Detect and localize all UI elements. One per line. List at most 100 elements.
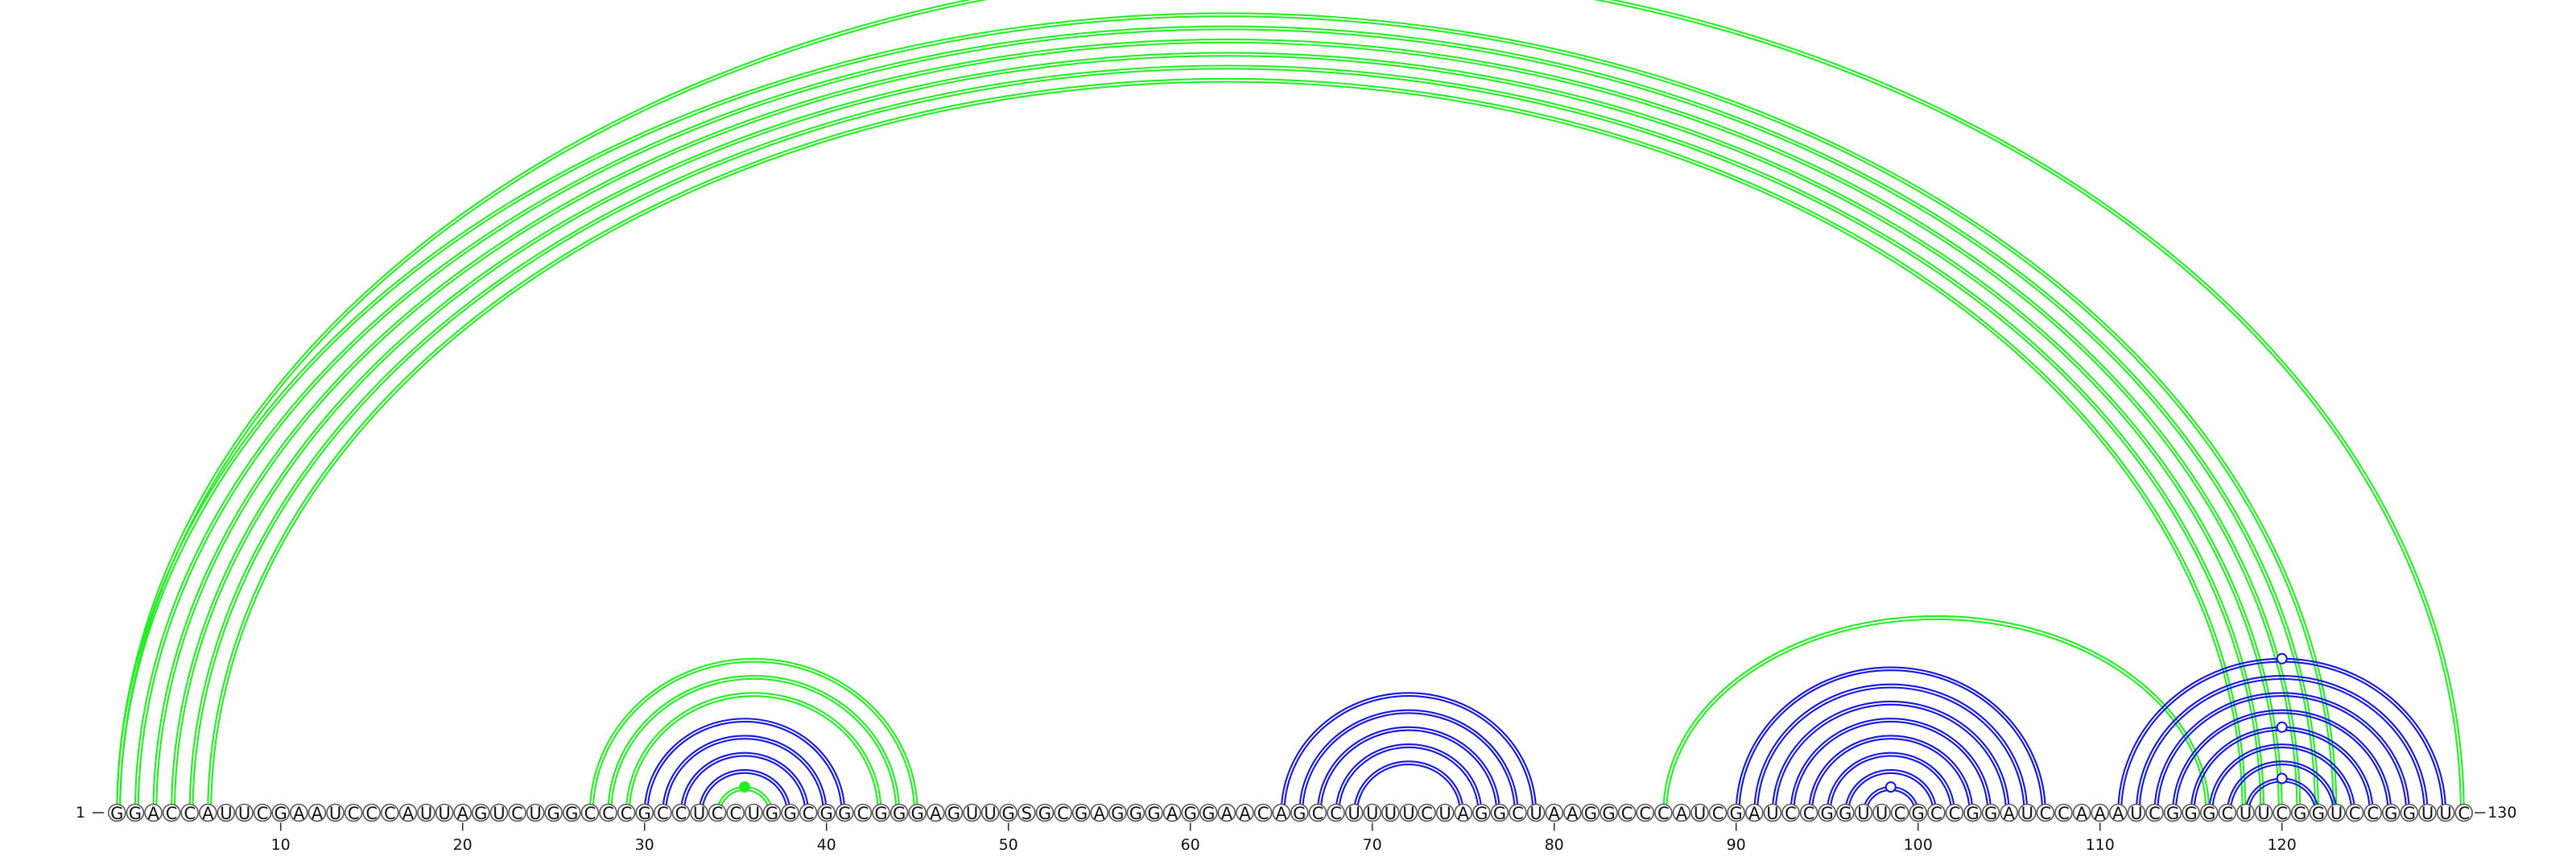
- arc-3-121-inner: [155, 41, 2298, 814]
- marker-118-122: [2276, 772, 2288, 785]
- nucleotide-letter-101: C: [1930, 804, 1942, 823]
- arc-69-75: [1353, 760, 1464, 814]
- nucleotide-45: [908, 803, 927, 822]
- nucleotide-117: [2218, 803, 2237, 822]
- nucleotide-46: [927, 803, 945, 822]
- nucleotide-6: [198, 803, 217, 822]
- nucleotide-43: [872, 803, 890, 822]
- nucleotide-letter-10: G: [275, 804, 287, 823]
- nucleotide-55: [1090, 803, 1108, 822]
- nucleotide-57: [1126, 803, 1146, 822]
- nucleotide-14: [344, 803, 363, 822]
- nucleotide-37: [762, 803, 782, 822]
- nucleotide-letter-14: C: [348, 804, 360, 823]
- nucleotide-letter-92: U: [1766, 804, 1778, 823]
- nucleotide-letter-31: C: [657, 804, 669, 823]
- nucleotide-letter-12: A: [312, 804, 324, 823]
- nucleotide-103: [1963, 803, 1982, 822]
- arc-30-41: [643, 718, 846, 814]
- nucleotide-124: [2345, 803, 2364, 822]
- nucleotide-123: [2327, 803, 2346, 822]
- arc-95-102-inner: [1829, 755, 1953, 814]
- arc-32-39-inner: [683, 755, 807, 814]
- nucleotide-letter-90: G: [1730, 804, 1743, 823]
- nucleotide-92: [1763, 803, 1782, 822]
- nucleotide-letter-107: C: [2040, 804, 2052, 823]
- arc-2-122: [134, 25, 2319, 814]
- nucleotide-76: [1472, 803, 1491, 822]
- arc-90-107: [1735, 666, 2046, 814]
- nucleotide-119: [2254, 803, 2273, 822]
- arc-31-40-inner: [665, 738, 824, 814]
- tick-label-110: 110: [2086, 836, 2115, 854]
- nucleotide-letter-78: C: [1512, 804, 1524, 823]
- nucleotide-letter-82: G: [1584, 804, 1597, 823]
- arc-117-123-inner: [2229, 764, 2334, 814]
- nucleotide-letter-4: C: [166, 804, 178, 823]
- nucleotide-letter-60: G: [1184, 804, 1197, 823]
- nucleotide-letter-75: A: [1458, 804, 1470, 823]
- nucleotide-64: [1253, 803, 1273, 822]
- nucleotide-105: [2000, 803, 2018, 822]
- nucleotide-89: [1708, 803, 1728, 822]
- nucleotide-120: [2273, 803, 2291, 822]
- nucleotide-letter-33: U: [693, 804, 705, 823]
- nucleotide-letter-79: U: [1530, 804, 1542, 823]
- nucleotide-11: [289, 803, 308, 822]
- nucleotide-letter-102: C: [1949, 804, 1961, 823]
- nucleotide-127: [2400, 803, 2419, 822]
- nucleotide-35: [726, 803, 745, 822]
- nucleotide-129: [2436, 803, 2455, 822]
- nucleotide-7: [217, 803, 236, 822]
- nucleotide-letter-72: U: [1402, 804, 1414, 823]
- marker-111-129: [2276, 652, 2288, 664]
- nucleotide-86: [1654, 803, 1673, 822]
- nucleotide-74: [1435, 803, 1455, 822]
- arc-68-76: [1335, 743, 1483, 814]
- nucleotide-letter-74: U: [1439, 804, 1451, 823]
- nucleotide-letter-111: A: [2112, 804, 2124, 823]
- nucleotide-63: [1236, 803, 1254, 822]
- nucleotide-letter-53: C: [1057, 804, 1069, 823]
- nucleotide-80: [1545, 803, 1563, 822]
- nucleotide-letter-35: C: [729, 804, 741, 823]
- nucleotide-letter-47: G: [947, 804, 960, 823]
- nucleotide-108: [2054, 803, 2073, 822]
- nucleotide-letter-77: G: [1493, 804, 1506, 823]
- end-position-label: 130: [2487, 804, 2516, 822]
- nucleotide-letter-112: U: [2130, 804, 2142, 823]
- nucleotide-letter-85: C: [1639, 804, 1651, 823]
- nucleotide-letter-96: G: [1839, 804, 1852, 823]
- nucleotide-letter-19: U: [438, 804, 450, 823]
- arc-112-128-inner: [2138, 677, 2425, 814]
- nucleotide-128: [2418, 803, 2437, 822]
- nucleotide-letter-17: A: [402, 804, 415, 823]
- nucleotide-letter-73: C: [1421, 804, 1433, 823]
- nucleotide-letter-76: G: [1475, 804, 1488, 823]
- nucleotide-69: [1344, 803, 1364, 822]
- nucleotide-94: [1799, 803, 1818, 822]
- arc-93-104: [1790, 718, 1992, 814]
- nucleotide-letter-34: C: [712, 804, 724, 823]
- arc-1-123-inner: [119, 15, 2334, 814]
- nucleotide-letter-95: G: [1821, 804, 1834, 823]
- arc-68-76-inner: [1338, 746, 1480, 814]
- nucleotide-letter-50: G: [1002, 804, 1015, 823]
- nucleotide-3: [144, 803, 163, 822]
- nucleotide-letter-70: U: [1366, 804, 1378, 823]
- nucleotide-70: [1363, 803, 1381, 822]
- nucleotide-50: [999, 803, 1018, 822]
- nucleotide-letter-5: C: [184, 804, 196, 823]
- nucleotide-letter-37: G: [766, 804, 778, 823]
- nucleotide-60: [1181, 803, 1199, 822]
- marker-115-125: [2276, 721, 2288, 733]
- nucleotide-letter-106: U: [2021, 804, 2033, 823]
- nucleotide-42: [853, 803, 873, 822]
- nucleotide-121: [2291, 803, 2310, 822]
- nucleotide-letter-55: A: [1094, 804, 1106, 823]
- nucleotide-13: [326, 803, 345, 822]
- nucleotide-33: [690, 803, 708, 822]
- arc-92-105-inner: [1774, 703, 2007, 814]
- nucleotide-letter-65: A: [1276, 804, 1288, 823]
